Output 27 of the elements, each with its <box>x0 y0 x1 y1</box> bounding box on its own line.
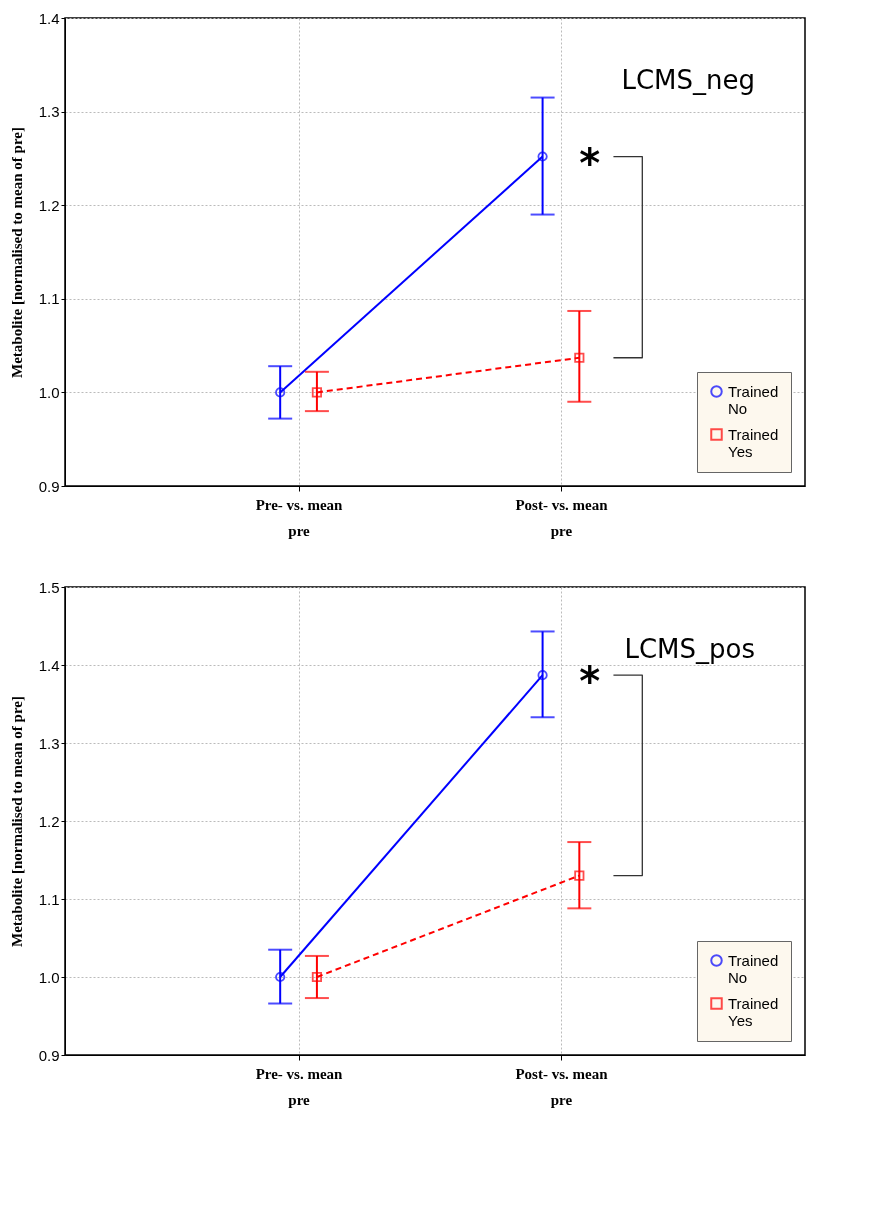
x-tick-label: Post- vs. mean pre <box>515 496 609 539</box>
y-tick-label: 0.9 <box>38 477 60 495</box>
legend-label: Trained Yes <box>728 425 779 460</box>
legend-label: Trained Yes <box>728 994 779 1029</box>
y-tick-label: 1.1 <box>38 290 60 308</box>
y-tick-label: 1.2 <box>38 812 60 830</box>
y-tick-label: 1.2 <box>38 196 60 214</box>
y-tick-label: 1.4 <box>38 656 60 674</box>
annotation: * <box>579 658 601 705</box>
y-tick-label: 1.1 <box>38 890 60 908</box>
x-tick-label: Pre- vs. mean pre <box>255 1065 344 1108</box>
y-tick-label: 1.0 <box>38 968 60 986</box>
y-tick-label: 1.3 <box>38 103 60 121</box>
x-tick-label: Post- vs. mean pre <box>515 1065 609 1108</box>
y-tick-label: 0.9 <box>38 1046 60 1064</box>
annotation: LCMS_pos <box>624 634 755 664</box>
y-tick-label: 1.5 <box>38 578 60 596</box>
y-tick-label: 1.3 <box>38 734 60 752</box>
annotation: * <box>579 139 601 186</box>
legend-label: Trained No <box>728 382 779 417</box>
y-tick-label: 1.0 <box>38 383 60 401</box>
y-axis-title: Metabolite [normalised to mean of pre] <box>8 127 25 378</box>
legend-label: Trained No <box>728 951 779 986</box>
y-tick-label: 1.4 <box>38 9 60 27</box>
annotation: LCMS_neg <box>621 65 755 95</box>
y-axis-title: Metabolite [normalised to mean of pre] <box>8 696 25 947</box>
x-tick-label: Pre- vs. mean pre <box>255 496 344 539</box>
